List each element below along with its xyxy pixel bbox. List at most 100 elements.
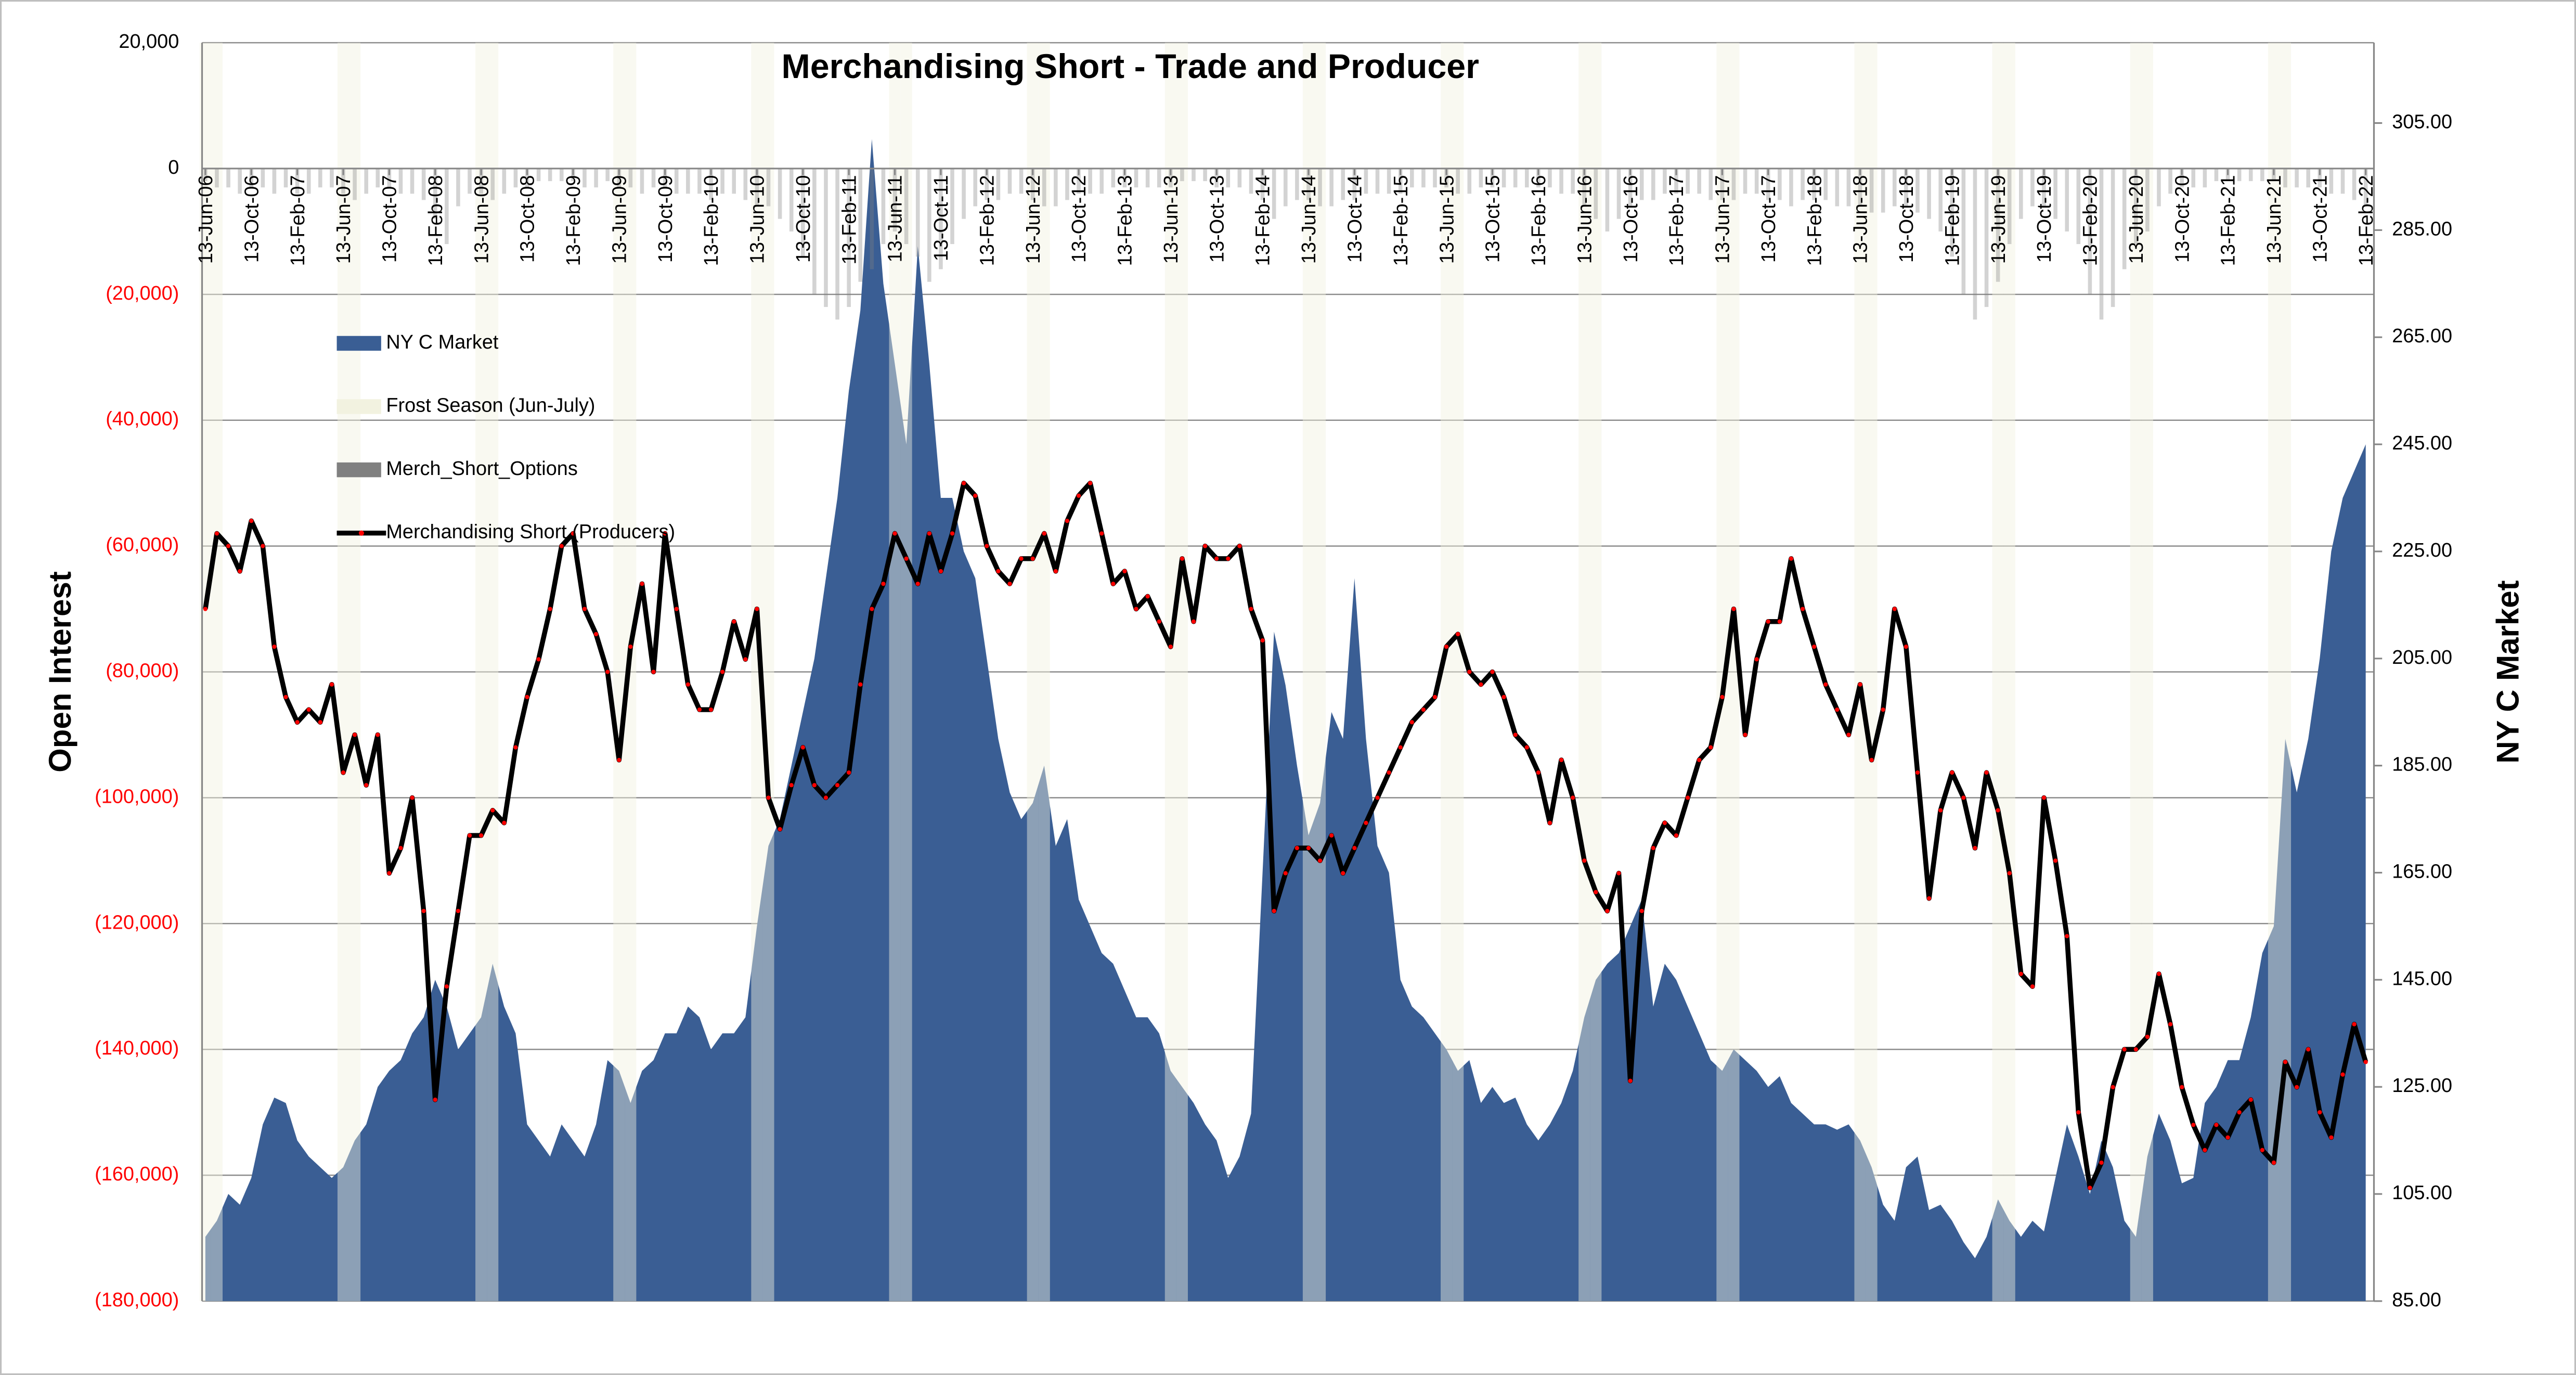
frost-band	[1027, 43, 1039, 1301]
x-tick-label: 13-Feb-09	[563, 175, 585, 266]
x-tick-label: 13-Feb-20	[2080, 175, 2102, 266]
line-marker	[1926, 896, 1932, 901]
line-marker	[881, 582, 886, 586]
legend-label: Merch_Short_Options	[386, 458, 577, 480]
line-marker	[559, 544, 564, 548]
options-bar	[1835, 168, 1840, 207]
line-marker	[536, 657, 541, 662]
line-marker	[582, 607, 587, 611]
x-tick-label: 13-Oct-21	[2309, 175, 2331, 263]
options-bar	[1674, 168, 1678, 194]
y2-tick-label: 85.00	[2392, 1289, 2441, 1311]
options-bar	[398, 168, 403, 194]
line-marker	[1111, 582, 1116, 586]
options-bar	[2306, 168, 2310, 188]
line-marker	[2191, 1123, 2196, 1127]
y-tick-label: (100,000)	[95, 786, 179, 807]
x-tick-label: 13-Jun-07	[333, 175, 355, 264]
line-marker	[720, 670, 725, 674]
options-bar	[1571, 168, 1575, 194]
frost-band	[1176, 43, 1188, 1301]
y-tick-label: (160,000)	[95, 1163, 179, 1185]
line-marker	[996, 569, 1001, 574]
options-bar	[1410, 168, 1414, 188]
line-marker	[1754, 657, 1759, 662]
line-marker	[525, 695, 529, 699]
frost-band	[487, 43, 499, 1301]
line-marker	[2133, 1047, 2138, 1052]
line-marker	[1628, 1078, 1633, 1083]
line-marker	[870, 607, 874, 611]
options-bar	[1088, 168, 1092, 194]
options-bar	[1686, 168, 1690, 194]
x-tick-label: 13-Feb-12	[976, 175, 998, 266]
line-marker	[1191, 619, 1196, 624]
line-marker	[2088, 1186, 2092, 1190]
line-marker	[847, 770, 851, 775]
x-tick-label: 13-Jun-16	[1574, 175, 1596, 264]
options-bar	[2260, 168, 2264, 182]
y-tick-label: (60,000)	[106, 534, 179, 556]
options-bar	[582, 168, 587, 188]
line-marker	[2294, 1085, 2299, 1089]
line-marker	[2352, 1022, 2357, 1026]
options-bar	[1501, 168, 1506, 188]
options-bar	[1272, 168, 1276, 219]
y2-tick-label: 105.00	[2392, 1182, 2452, 1204]
options-bar	[973, 168, 977, 207]
line-marker	[2271, 1160, 2276, 1165]
options-bar	[686, 168, 690, 194]
options-bar	[525, 168, 529, 188]
line-marker	[1283, 871, 1288, 876]
line-marker	[1134, 607, 1138, 611]
x-tick-label: 13-Feb-07	[287, 175, 309, 266]
options-bar	[479, 168, 483, 194]
options-bar	[1594, 168, 1598, 219]
options-bar	[1743, 168, 1747, 194]
x-tick-label: 13-Jun-19	[1988, 175, 2010, 264]
line-marker	[755, 607, 759, 611]
chart-title: Merchandising Short - Trade and Producer	[782, 47, 1479, 86]
options-bar	[2042, 168, 2046, 207]
options-bar	[1019, 168, 1024, 194]
frost-band	[1441, 43, 1453, 1301]
options-bar	[2363, 168, 2368, 207]
options-bar	[1467, 168, 1472, 194]
options-bar	[1099, 168, 1104, 194]
options-bar	[445, 168, 449, 245]
options-bar	[1892, 168, 1897, 207]
line-marker	[1398, 745, 1403, 750]
options-bar	[1054, 168, 1058, 207]
line-marker	[1352, 846, 1357, 851]
line-marker	[674, 607, 679, 611]
line-marker	[410, 795, 415, 800]
options-bar	[2352, 168, 2357, 200]
line-marker	[1122, 569, 1127, 574]
options-bar	[1433, 168, 1437, 188]
x-tick-label: 13-Feb-19	[1941, 175, 1963, 266]
frost-band	[889, 43, 901, 1301]
options-bar	[1881, 168, 1885, 213]
y2-tick-label: 225.00	[2392, 539, 2452, 561]
x-tick-label: 13-Oct-17	[1758, 175, 1780, 263]
line-marker	[1904, 645, 1908, 649]
options-bar	[1352, 168, 1357, 200]
options-bar	[341, 168, 345, 194]
options-bar	[1605, 168, 1610, 232]
line-marker	[1421, 707, 1426, 712]
options-bar	[1214, 168, 1219, 188]
options-bar	[1387, 168, 1391, 194]
x-tick-label: 13-Jun-18	[1850, 175, 1872, 264]
options-bar	[2145, 168, 2150, 232]
line-marker	[2363, 1060, 2368, 1064]
options-bar	[1639, 168, 1644, 200]
line-marker	[1030, 556, 1035, 561]
options-bar	[1766, 168, 1770, 200]
options-bar	[536, 168, 541, 182]
options-bar	[1456, 168, 1460, 194]
options-bar	[1203, 168, 1207, 182]
options-bar	[709, 168, 713, 200]
options-bar	[628, 168, 633, 188]
options-bar	[2168, 168, 2172, 194]
line-marker	[663, 531, 667, 536]
